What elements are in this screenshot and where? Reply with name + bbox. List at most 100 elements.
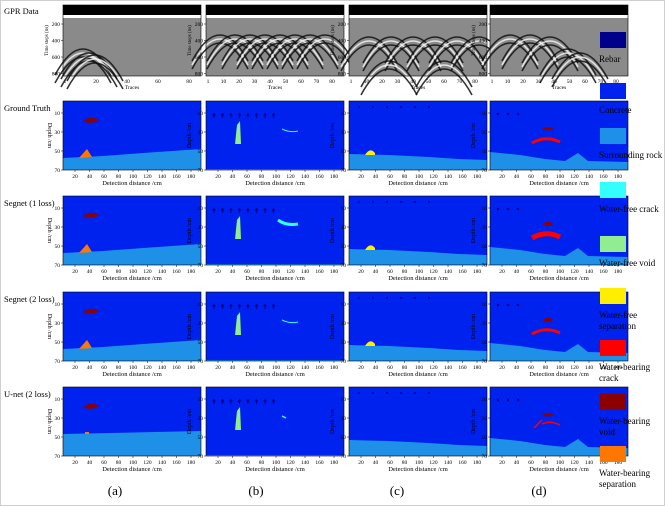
water-bearing-void bbox=[542, 222, 554, 226]
rebar-mark bbox=[516, 398, 520, 402]
gpr-hyperbola bbox=[415, 60, 473, 88]
seg-xtick-label: 160 bbox=[458, 365, 467, 371]
water-bearing-void bbox=[83, 117, 99, 123]
rebar-mark bbox=[428, 201, 430, 203]
gpr-ylabel: Time steps (ns) bbox=[331, 25, 336, 56]
rebar-mark bbox=[386, 297, 388, 299]
gpr-hyperbola bbox=[66, 54, 124, 82]
gpr-xtick-label: 40 bbox=[267, 79, 273, 85]
water-free-crack bbox=[281, 319, 299, 324]
seg-ylabel: Depth /cm bbox=[46, 409, 52, 434]
seg-xlabel: Detection distance /cm bbox=[245, 371, 305, 378]
seg-ytick-label: 50 bbox=[198, 435, 204, 441]
seg-xtick-label: 100 bbox=[129, 174, 138, 180]
gpr-xtick-label: 10 bbox=[505, 79, 511, 85]
surrounding-rock-region bbox=[63, 149, 201, 170]
legend-label-water-free-crack: Water-free crack bbox=[599, 204, 659, 214]
water-bearing-crack bbox=[531, 137, 561, 145]
gpr-ylabel: Time steps (ns) bbox=[45, 25, 50, 56]
seg-xtick-label: 100 bbox=[556, 460, 565, 466]
seg-xtick-label: 20 bbox=[358, 269, 364, 275]
seg-xtick-label: 120 bbox=[570, 460, 579, 466]
seg-xtick-label: 160 bbox=[458, 269, 467, 275]
seg-xtick-label: 60 bbox=[528, 460, 534, 466]
seg-ylabel: Depth /cm bbox=[46, 123, 52, 148]
seg-border bbox=[348, 291, 488, 362]
seg-xtick-label: 120 bbox=[143, 365, 152, 371]
rebar-mark bbox=[386, 392, 388, 394]
seg-xtick-label: 180 bbox=[614, 365, 623, 371]
seg-panel-r3-c0: 10 30 50 70 20 40 60 80 100 120 140 160 180 Detection… bbox=[46, 386, 202, 473]
seg-xtick-label: 40 bbox=[87, 460, 93, 466]
seg-ylabel: Depth /cm bbox=[471, 409, 477, 434]
concrete-region bbox=[206, 387, 344, 456]
seg-ytick-label: 50 bbox=[198, 149, 204, 155]
seg-ytick-label: 10 bbox=[55, 397, 61, 403]
rebar-mark bbox=[506, 112, 510, 116]
water-bearing-crack bbox=[531, 328, 561, 336]
seg-ytick-label: 70 bbox=[198, 263, 204, 269]
seg-xtick-label: 40 bbox=[373, 174, 379, 180]
seg-xtick-label: 120 bbox=[143, 269, 152, 275]
water-bearing-void bbox=[83, 403, 99, 409]
seg-border bbox=[348, 100, 488, 171]
gpr-xtick-label: 80 bbox=[186, 79, 192, 85]
seg-xtick-label: 20 bbox=[215, 460, 221, 466]
seg-xtick-label: 80 bbox=[543, 269, 549, 275]
legend-swatch-surrounding-rock bbox=[600, 128, 626, 144]
seg-xtick-label: 120 bbox=[570, 269, 579, 275]
gpr-hyperbola bbox=[415, 68, 473, 96]
seg-xtick-label: 160 bbox=[599, 269, 608, 275]
seg-xtick-label: 180 bbox=[187, 269, 196, 275]
seg-xtick-label: 100 bbox=[129, 460, 138, 466]
seg-xtick-label: 40 bbox=[514, 174, 520, 180]
seg-panel-r1-c0: 10 30 50 70 20 40 60 80 100 120 140 160 180 Detection… bbox=[46, 195, 202, 282]
seg-border bbox=[205, 100, 345, 171]
seg-xlabel: Detection distance /cm bbox=[529, 466, 589, 473]
seg-xtick-label: 160 bbox=[315, 269, 324, 275]
gpr-hyperbola bbox=[428, 40, 486, 68]
seg-ytick-label: 30 bbox=[55, 321, 61, 327]
seg-xtick-label: 120 bbox=[429, 269, 438, 275]
seg-xtick-label: 160 bbox=[599, 365, 608, 371]
rebar-mark bbox=[358, 201, 360, 203]
seg-ytick-label: 70 bbox=[341, 359, 347, 365]
seg-panel-r2-c1: 10 30 50 70 20 40 60 80 100 120 140 160 180 Detection… bbox=[187, 291, 345, 378]
seg-xtick-label: 140 bbox=[158, 365, 167, 371]
seg-ylabel: Depth /cm bbox=[330, 409, 336, 434]
seg-ytick-label: 70 bbox=[55, 168, 61, 174]
seg-xtick-label: 60 bbox=[387, 365, 393, 371]
seg-xtick-label: 120 bbox=[429, 460, 438, 466]
seg-ylabel: Depth /cm bbox=[471, 123, 477, 148]
gpr-xtick-label: 1 bbox=[491, 79, 494, 85]
seg-xtick-label: 140 bbox=[444, 460, 453, 466]
seg-xlabel: Detection distance /cm bbox=[388, 371, 448, 378]
gpr-direct-wave-white bbox=[349, 15, 487, 18]
seg-xtick-label: 120 bbox=[286, 174, 295, 180]
gpr-hyperbola bbox=[551, 52, 609, 80]
seg-xtick-label: 100 bbox=[272, 174, 281, 180]
rebar-mark bbox=[506, 207, 510, 211]
seg-xtick-label: 80 bbox=[116, 174, 122, 180]
seg-ytick-label: 10 bbox=[55, 302, 61, 308]
water-bearing-void bbox=[83, 308, 99, 314]
seg-panel-r1-c1: 10 30 50 70 20 40 60 80 100 120 140 160 180 Detection… bbox=[187, 195, 345, 282]
seg-xtick-label: 140 bbox=[158, 460, 167, 466]
seg-xtick-label: 180 bbox=[187, 460, 196, 466]
seg-xtick-label: 20 bbox=[499, 460, 505, 466]
seg-xtick-label: 100 bbox=[129, 269, 138, 275]
gpr-xtick-label: 10 bbox=[221, 79, 227, 85]
gpr-ytick-label: 800 bbox=[195, 72, 204, 78]
seg-xtick-label: 60 bbox=[528, 365, 534, 371]
gpr-xtick-label: 60 bbox=[155, 79, 161, 85]
seg-xtick-label: 60 bbox=[244, 460, 250, 466]
seg-xtick-label: 120 bbox=[143, 460, 152, 466]
seg-xtick-label: 20 bbox=[215, 174, 221, 180]
water-free-void bbox=[235, 121, 241, 144]
column-label-3: (d) bbox=[531, 483, 546, 498]
seg-xtick-label: 180 bbox=[614, 460, 623, 466]
gpr-ytick-label: 400 bbox=[195, 39, 204, 45]
